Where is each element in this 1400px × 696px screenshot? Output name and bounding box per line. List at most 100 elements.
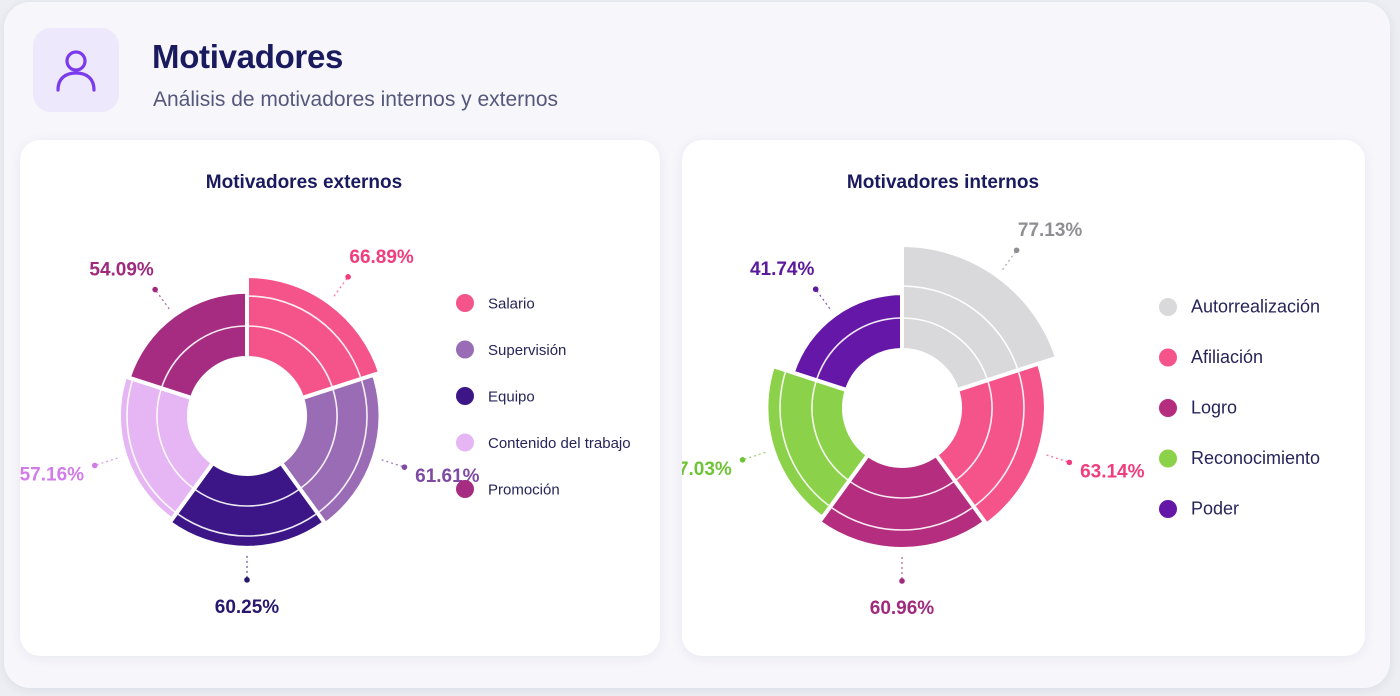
legend-swatch (456, 340, 474, 359)
legend-label: Contenido del trabajo (488, 435, 631, 452)
segment-fill-logro[interactable] (817, 452, 987, 551)
segment-fill-autorrealizacion[interactable] (900, 243, 1060, 393)
leader-dot (1013, 247, 1020, 254)
legend-item-afiliacion[interactable]: Afiliación (1159, 347, 1263, 367)
grid-ring (156, 389, 194, 489)
grid-ring (126, 380, 176, 513)
leader-line (94, 457, 118, 467)
segment-fill-afiliacion[interactable] (934, 361, 1048, 527)
legend-item-contenido-del-trabajo[interactable]: Contenido del trabajo (456, 433, 631, 453)
legend-label: Poder (1191, 499, 1239, 519)
external-motivators-chart: Motivadores externos66.89%61.61%60.25%57… (20, 172, 631, 618)
leader-line (154, 289, 170, 310)
legend-item-poder[interactable]: Poder (1159, 499, 1239, 519)
leader-dot (152, 286, 158, 293)
grid-ring (779, 372, 830, 507)
center-hole (190, 359, 304, 473)
leader-line (742, 451, 766, 461)
leader-dot (899, 578, 905, 584)
legend-item-autorrealizacion[interactable]: Autorrealización (1159, 297, 1320, 317)
center-hole (845, 351, 959, 465)
legend-swatch (1159, 399, 1177, 417)
grid-ring (904, 285, 1019, 369)
chart-title: Motivadores internos (847, 172, 1039, 193)
data-label-autorrealizacion: 77.13% (1018, 220, 1083, 241)
grid-ring (974, 372, 1025, 507)
segment-fill-reconocimiento[interactable] (764, 364, 870, 520)
data-label-contenido-del-trabajo: 57.16% (20, 464, 84, 485)
grid-ring (194, 489, 300, 507)
leader-dot (244, 577, 250, 583)
segment-promocion[interactable] (126, 289, 249, 401)
segment-logro[interactable] (817, 452, 987, 551)
grid-ring (248, 325, 333, 387)
legend-label: Equipo (488, 389, 535, 406)
data-label-promocion: 54.09% (89, 260, 154, 281)
leader-dot (345, 274, 351, 280)
legend-label: Salario (488, 296, 535, 313)
legend-swatch (1159, 298, 1177, 316)
data-label-equipo: 60.25% (215, 597, 280, 618)
legend-swatch (456, 480, 474, 498)
segment-reconocimiento[interactable] (764, 364, 870, 520)
segment-equipo[interactable] (167, 460, 327, 550)
segment-fill-promocion[interactable] (126, 289, 249, 401)
chart-title: Motivadores externos (206, 172, 402, 193)
segment-poder[interactable] (790, 291, 904, 393)
page-subtitle: Análisis de motivadores internos y exter… (153, 88, 559, 111)
legend-label: Promoción (488, 482, 560, 499)
legend-item-supervision[interactable]: Supervisión (456, 340, 566, 360)
leader-dot (1066, 459, 1073, 466)
segment-afiliacion[interactable] (934, 361, 1048, 527)
legend-label: Supervisión (488, 342, 566, 359)
segment-supervision[interactable] (279, 372, 383, 527)
internal-chart-card: Motivadores internos 77.13% 63.14% 60.96% 57… (682, 140, 1365, 656)
grid-ring (300, 389, 338, 489)
grid-ring (249, 295, 362, 378)
grid-ring (831, 507, 973, 531)
leader-dot (812, 286, 819, 293)
grid-ring (816, 317, 901, 379)
segment-fill-poder[interactable] (790, 291, 904, 393)
user-icon-box (33, 28, 119, 112)
leader-line (1046, 454, 1070, 463)
legend-label: Autorrealización (1191, 297, 1320, 317)
legend-item-logro[interactable]: Logro (1159, 398, 1237, 418)
segment-autorrealizacion[interactable] (900, 243, 1060, 393)
legend-label: Reconocimiento (1191, 448, 1320, 468)
data-label-logro: 60.96% (870, 598, 935, 619)
grid-ring (811, 381, 849, 481)
data-label-poder: 41.74% (750, 259, 815, 280)
user-icon (56, 50, 96, 92)
leader-dot (401, 464, 408, 470)
segment-fill-contenido-del-trabajo[interactable] (117, 374, 215, 522)
leader-line (333, 276, 349, 297)
grid-ring (955, 381, 993, 481)
legend-item-equipo[interactable]: Equipo (456, 387, 535, 406)
legend-label: Afiliación (1191, 347, 1263, 367)
legend-swatch (456, 387, 474, 405)
legend-item-reconocimiento[interactable]: Reconocimiento (1159, 448, 1320, 468)
legend-swatch (1159, 449, 1177, 468)
data-label-salario: 66.89% (349, 247, 414, 268)
leader-line (381, 459, 405, 468)
legend-swatch (1159, 348, 1177, 367)
page-title: Motivadores (152, 38, 344, 75)
legend-item-promocion[interactable]: Promoción (456, 480, 560, 499)
segment-fill-salario[interactable] (245, 274, 383, 401)
grid-ring (903, 317, 988, 379)
leader-dot (739, 457, 746, 463)
grid-ring (177, 513, 317, 537)
grid-ring (318, 380, 368, 513)
internal-motivators-chart: Motivadores internos 77.13% 63.14% 60.96% 57… (682, 172, 1320, 619)
leader-line (1001, 249, 1018, 271)
grid-ring (161, 325, 246, 387)
data-label-afiliacion: 63.14% (1080, 461, 1145, 482)
legend-item-salario[interactable]: Salario (456, 294, 535, 313)
segment-salario[interactable] (245, 274, 383, 401)
grid-ring (849, 481, 955, 499)
segment-contenido-del-trabajo[interactable] (117, 374, 215, 522)
data-label-reconocimiento: 57.03% (682, 459, 732, 480)
leader-line (815, 288, 831, 310)
